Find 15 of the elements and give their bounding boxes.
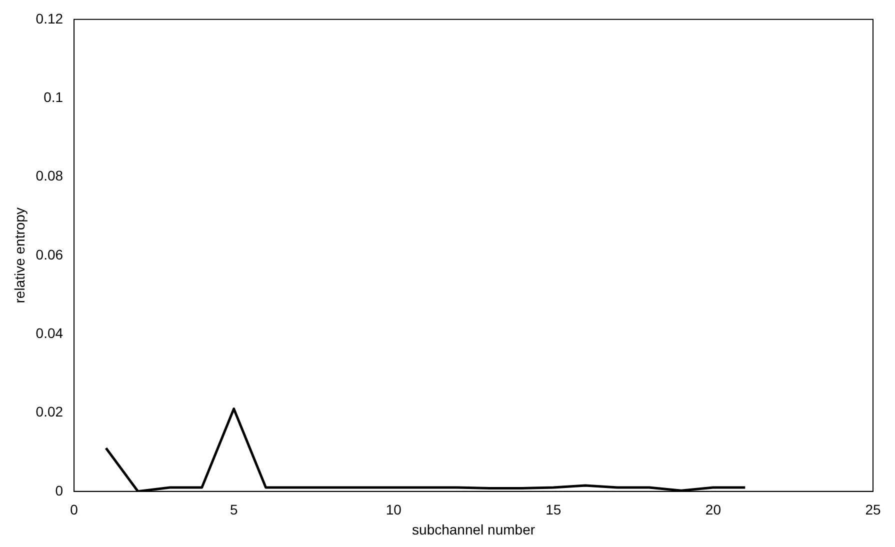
y-tick-label: 0.02 <box>36 404 64 420</box>
y-tick-label: 0.12 <box>36 10 64 26</box>
y-axis-title: relative entropy <box>11 208 28 304</box>
x-tick-label: 15 <box>546 502 562 518</box>
x-tick-label: 5 <box>230 502 238 518</box>
y-tick-label: 0 <box>55 482 64 498</box>
x-tick-label: 25 <box>865 502 881 518</box>
x-tick-label: 0 <box>70 502 78 518</box>
y-tick-label: 0.06 <box>36 246 64 262</box>
x-axis-title: subchannel number <box>412 521 536 538</box>
y-tick-label: 0.08 <box>36 168 64 184</box>
y-tick-label: 0.04 <box>36 324 64 341</box>
y-tick-label: 0.1 <box>44 88 64 105</box>
x-tick-label: 20 <box>705 502 722 518</box>
x-tick-label: 10 <box>386 502 402 518</box>
